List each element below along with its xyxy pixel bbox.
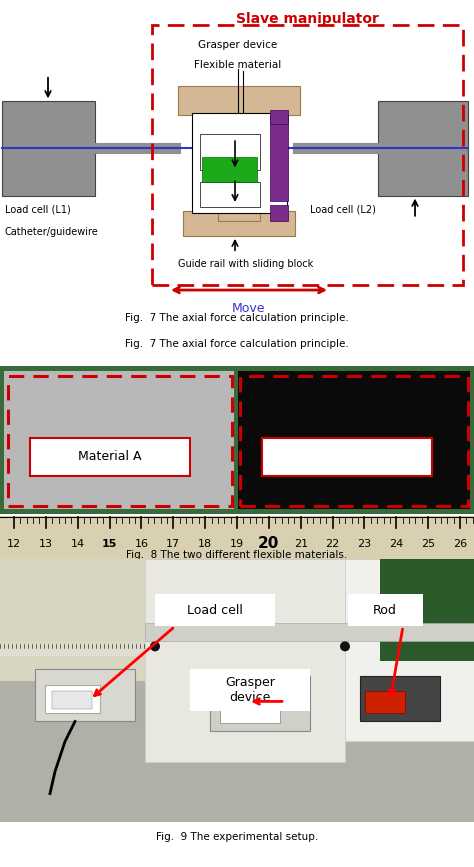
Bar [178,87,300,115]
Text: Grasper
device: Grasper device [225,676,275,704]
Bar [270,115,288,201]
Text: Fig.  8 The two different flexible materials.: Fig. 8 The two different flexible materi… [127,550,347,559]
Bar [155,594,275,626]
Circle shape [340,642,350,651]
Bar [345,559,474,741]
Bar [240,375,468,505]
Bar [220,695,280,723]
Bar [152,25,463,285]
Text: 19: 19 [230,538,244,549]
Text: Grasper device: Grasper device [199,40,278,50]
Text: Load cell: Load cell [187,603,243,616]
Bar [45,686,100,714]
Bar [365,691,405,714]
Bar [270,205,288,221]
Bar [378,101,468,196]
Text: Flexible material: Flexible material [194,60,282,70]
Text: 14: 14 [71,538,85,549]
Bar [0,559,155,681]
Bar [0,516,474,564]
Bar [0,366,474,513]
Text: Fig.  7 The axial force calculation principle.: Fig. 7 The axial force calculation princ… [125,339,349,349]
Bar [52,691,92,709]
Text: Load cell (L2): Load cell (L2) [310,205,376,215]
Bar [348,594,423,626]
Text: Material B: Material B [315,450,379,463]
Text: Fig.  7 The axial force calculation principle.: Fig. 7 The axial force calculation princ… [125,313,349,323]
Text: 15: 15 [102,538,117,549]
Bar [215,113,263,136]
Text: 21: 21 [294,538,308,549]
Text: 13: 13 [39,538,53,549]
Text: 12: 12 [7,538,21,549]
Text: Slave manipulator: Slave manipulator [236,11,379,25]
Text: 18: 18 [198,538,212,549]
Circle shape [150,642,160,651]
Text: 20: 20 [258,536,280,551]
Bar [270,110,288,124]
Text: 23: 23 [357,538,372,549]
Bar [192,113,287,213]
Bar [145,559,345,761]
Text: Catheter/guidewire: Catheter/guidewire [5,227,99,237]
Text: 17: 17 [166,538,180,549]
Bar [262,438,432,476]
Bar [4,371,234,509]
Text: Fig.  9 The experimental setup.: Fig. 9 The experimental setup. [156,831,318,842]
Text: Rod: Rod [373,603,397,616]
Bar [190,669,310,712]
Bar [210,676,310,732]
Text: 25: 25 [421,538,435,549]
Bar [30,438,190,476]
Bar [202,157,257,182]
Bar [218,198,260,221]
Bar [200,182,260,207]
Bar [238,371,470,509]
Text: 26: 26 [453,538,467,549]
Bar [380,559,474,662]
Text: 24: 24 [389,538,403,549]
Text: Guide rail with sliding block: Guide rail with sliding block [178,259,314,269]
Bar [8,375,232,505]
Bar [200,134,260,170]
Bar [183,211,295,236]
Text: 16: 16 [135,538,148,549]
Bar [35,669,135,721]
Text: Material A: Material A [78,450,142,463]
Text: 22: 22 [326,538,340,549]
Text: Load cell (L1): Load cell (L1) [5,205,71,215]
Bar [2,101,95,196]
Bar [145,623,474,642]
Bar [360,676,440,721]
Text: Move: Move [232,302,266,315]
Bar [0,644,145,656]
